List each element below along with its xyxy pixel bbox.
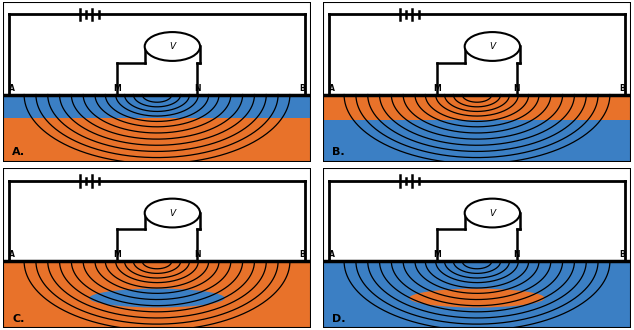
Text: B: B	[619, 84, 624, 93]
Bar	[323, 94, 631, 120]
Text: M: M	[433, 84, 441, 93]
Text: D.: D.	[332, 314, 346, 323]
Text: B: B	[299, 250, 305, 259]
Circle shape	[465, 32, 520, 61]
Bar	[323, 261, 631, 328]
Bar	[3, 261, 311, 328]
Text: A: A	[329, 84, 335, 93]
Circle shape	[145, 199, 200, 227]
Text: N: N	[194, 250, 200, 259]
Text: V: V	[169, 42, 176, 51]
Text: M: M	[433, 250, 441, 259]
Text: M: M	[113, 250, 121, 259]
Bar	[3, 94, 311, 118]
Bar	[3, 118, 311, 162]
Text: A: A	[10, 250, 15, 259]
Text: A: A	[10, 84, 15, 93]
Bar	[323, 168, 631, 261]
Circle shape	[145, 32, 200, 61]
Circle shape	[465, 199, 520, 227]
Text: N: N	[514, 250, 521, 259]
Text: B: B	[299, 84, 305, 93]
Ellipse shape	[89, 289, 224, 308]
Text: A: A	[329, 250, 335, 259]
Text: N: N	[514, 84, 521, 93]
Text: V: V	[489, 209, 495, 217]
Text: N: N	[194, 84, 200, 93]
Bar	[323, 2, 631, 94]
Text: B: B	[619, 250, 624, 259]
Text: A.: A.	[13, 147, 25, 157]
Bar	[3, 168, 311, 261]
Text: V: V	[169, 209, 176, 217]
Bar	[323, 120, 631, 162]
Text: C.: C.	[13, 314, 25, 323]
Bar	[3, 2, 311, 94]
Text: V: V	[489, 42, 495, 51]
Ellipse shape	[410, 289, 545, 308]
Text: M: M	[113, 84, 121, 93]
Text: B.: B.	[332, 147, 345, 157]
